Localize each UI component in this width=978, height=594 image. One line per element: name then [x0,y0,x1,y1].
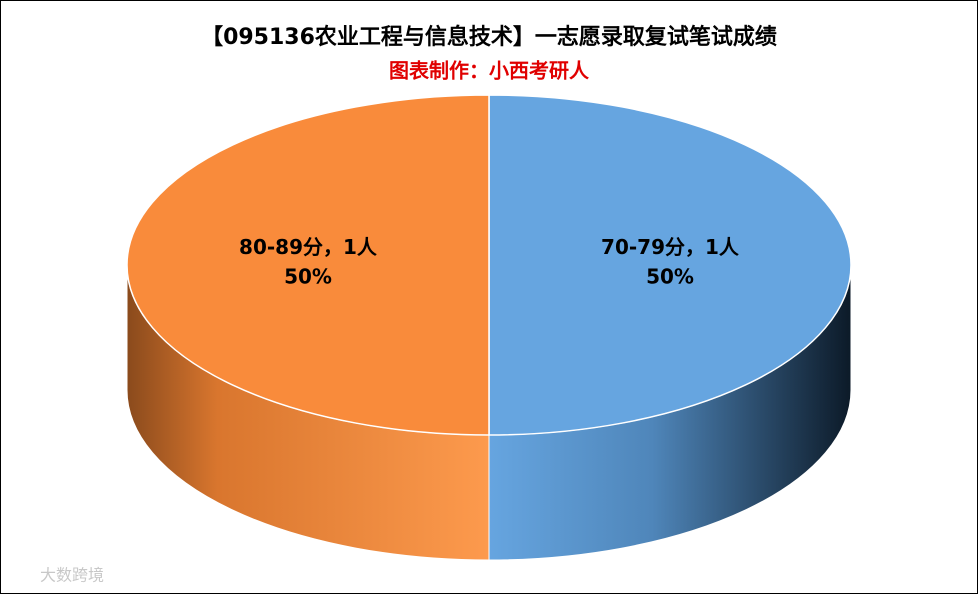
value-label: 1人 [705,235,740,259]
category-label: 70-79分 [601,235,685,259]
percentage-label: 50% [646,265,694,289]
percentage-label: 50% [284,265,332,289]
chart-subtitle: 图表制作：小西考研人 [389,59,590,83]
data-label: 80-89分，1人 [239,235,378,259]
slice [126,94,490,436]
category-label: 80-89分 [239,235,323,259]
slice [488,94,852,436]
label-separator: ， [685,235,705,259]
value-label: 1人 [343,235,378,259]
chart-title: 【095136农业工程与信息技术】一志愿录取复试笔试成绩 [201,24,777,50]
data-label: 70-79分，1人 [601,235,740,259]
watermark: 大数跨境 [40,566,104,585]
label-separator: ， [323,235,343,259]
